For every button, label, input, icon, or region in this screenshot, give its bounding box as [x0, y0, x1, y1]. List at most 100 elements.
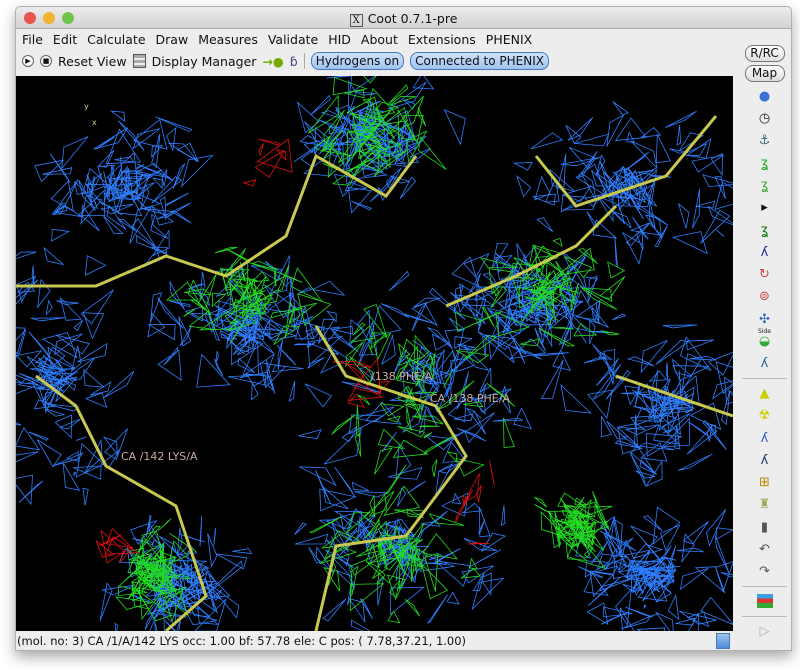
mesh-triangle [571, 542, 581, 549]
reset-view-button[interactable]: Reset View [58, 53, 127, 69]
regularize-icon[interactable]: ʓ [760, 177, 769, 193]
mesh-triangle [437, 462, 460, 474]
mesh-triangle [615, 587, 632, 627]
add-box-icon[interactable]: ⊞ [759, 475, 770, 491]
record-icon[interactable]: ▶ [22, 55, 34, 67]
mesh-triangle [116, 218, 137, 232]
play-triangle-icon[interactable]: ▸ [761, 200, 768, 216]
mesh-triangle [417, 107, 427, 127]
mutate-icon[interactable]: ʎ [760, 356, 769, 372]
mesh-triangle [437, 380, 475, 411]
minimize-button[interactable] [43, 12, 55, 24]
menu-measures[interactable]: Measures [198, 31, 258, 47]
mesh-triangle [406, 508, 424, 518]
menu-hid[interactable]: HID [328, 31, 351, 47]
side-chain-icon[interactable]: ◒ Side [758, 327, 771, 350]
map-button[interactable]: Map [744, 65, 785, 82]
real-space-refine-icon[interactable]: ʓ [760, 155, 769, 171]
mesh-triangle [587, 275, 598, 304]
mesh-triangle [199, 271, 206, 301]
mesh-triangle [196, 274, 217, 310]
add-terminal-residue-icon[interactable]: ʎ [760, 430, 769, 446]
place-atom-hazard-icon[interactable]: ▲ [759, 385, 770, 401]
mesh-triangle [463, 335, 498, 361]
delete-trash-icon[interactable]: ▮ [760, 519, 769, 535]
mesh-triangle [468, 542, 490, 545]
mesh-triangle [700, 596, 733, 626]
mesh-triangle [456, 343, 476, 349]
mesh-triangle [148, 522, 165, 551]
add-alt-conf-icon[interactable]: ʎ [760, 452, 769, 468]
mesh-triangle [77, 342, 108, 363]
mesh-triangle [565, 124, 582, 145]
mesh-triangle [323, 427, 362, 465]
hydrogens-toggle[interactable]: Hydrogens on [310, 52, 405, 70]
mesh-triangle [250, 260, 279, 271]
stop-icon[interactable]: ■ [40, 55, 52, 67]
mesh-triangle [689, 402, 722, 430]
mesh-triangle [614, 183, 654, 208]
mesh-triangle [508, 276, 535, 294]
mesh-triangle [198, 305, 238, 331]
mesh-triangle [319, 546, 357, 564]
mesh-triangle [380, 333, 396, 366]
rigid-body-icon[interactable]: ◷ [758, 111, 771, 127]
zoom-button[interactable] [62, 12, 74, 24]
graphics-viewport[interactable]: CA /142 LYS/A /138 PHE/A CA /138 PHE/A y… [16, 76, 733, 631]
phenix-connection-button[interactable]: Connected to PHENIX [410, 52, 549, 70]
mesh-triangle [154, 621, 158, 631]
axis-label-y: y [84, 102, 89, 111]
rotamer-icon[interactable]: ʎ [760, 244, 769, 260]
menu-file[interactable]: File [22, 31, 43, 47]
menu-edit[interactable]: Edit [52, 31, 78, 47]
menu-extensions[interactable]: Extensions [407, 31, 476, 47]
torsion-icon[interactable]: ⊚ [759, 289, 770, 305]
auto-fit-rotamer-icon[interactable]: ʓ [760, 222, 769, 238]
anchor-icon[interactable]: ⚓ [758, 133, 771, 149]
expand-triangle-icon[interactable]: ▷ [759, 623, 770, 639]
rotate-translate-zone-icon[interactable]: ● [758, 88, 771, 104]
flag-icon[interactable] [756, 593, 773, 609]
close-button[interactable] [24, 12, 36, 24]
mesh-triangle [605, 369, 631, 400]
mesh-triangle [418, 136, 447, 170]
molecule-icon[interactable]: ɓ [289, 53, 298, 69]
mesh-triangle [395, 443, 412, 480]
menu-phenix[interactable]: PHENIX [485, 31, 533, 47]
menu-draw[interactable]: Draw [155, 31, 189, 47]
go-to-atom-icon[interactable]: →● [262, 53, 284, 69]
paint-brush-icon[interactable]: ♜ [758, 497, 771, 513]
radiation-icon[interactable]: ☢ [758, 408, 771, 424]
mesh-triangle [665, 362, 669, 382]
mesh-triangle [531, 282, 554, 306]
mesh-triangle [322, 598, 347, 622]
undo-icon[interactable]: ↶ [759, 542, 770, 558]
mesh-triangle [640, 127, 662, 138]
menu-about[interactable]: About [360, 31, 398, 47]
mesh-triangle [213, 527, 216, 546]
mesh-triangle [575, 163, 608, 198]
mesh-triangle [212, 589, 223, 601]
edit-chi-icon[interactable]: ↻ [759, 267, 770, 283]
mesh-triangle [332, 325, 354, 335]
redo-icon[interactable]: ↷ [759, 564, 770, 580]
flip-peptide-icon[interactable]: ✣ [759, 311, 770, 327]
mesh-triangle [650, 399, 682, 436]
mesh-triangle [530, 132, 564, 150]
mesh-triangle [325, 549, 353, 579]
mesh-triangle [16, 474, 33, 506]
mesh-triangle [297, 293, 332, 326]
mesh-triangle [636, 627, 665, 631]
mesh-triangle [412, 415, 444, 425]
right-toolbar: R/RC Map ● ◷ ⚓ ʓ ʓ ▸ ʓ ʎ ↻ ⊚ ✣ ◒ Side ʎ ▲ ☢ ʎ ʎ ⊞ ♜ ▮ ↶ ↷ ▷ [736, 43, 793, 639]
mesh-triangle [411, 302, 438, 327]
mesh-triangle [528, 288, 558, 303]
mesh-triangle [455, 294, 471, 314]
menu-calculate[interactable]: Calculate [87, 31, 146, 47]
mesh-triangle [424, 406, 438, 427]
rrc-button[interactable]: R/RC [744, 45, 785, 62]
mesh-triangle [178, 316, 192, 347]
display-manager-button[interactable]: Display Manager [151, 53, 257, 69]
menu-validate[interactable]: Validate [267, 31, 319, 47]
mesh-triangle [220, 330, 238, 340]
